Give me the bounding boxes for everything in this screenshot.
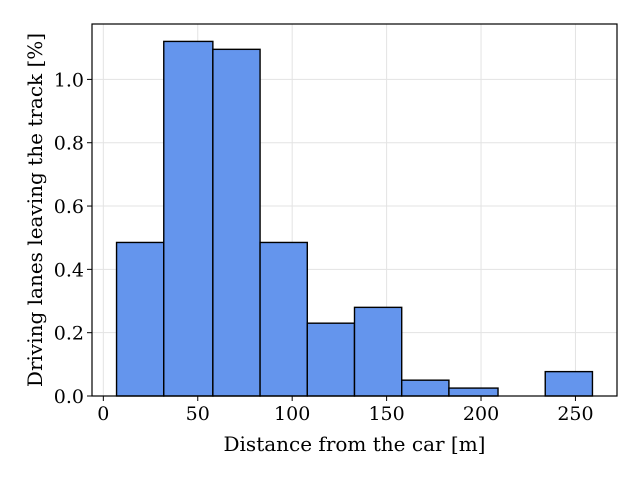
y-tick-label: 0.6 bbox=[54, 196, 84, 218]
histogram-bar-3 bbox=[212, 48, 261, 397]
histogram-bars bbox=[115, 40, 594, 397]
y-tick-label: 0.2 bbox=[54, 323, 84, 345]
histogram-bar-2 bbox=[163, 40, 214, 397]
histogram-bar-10 bbox=[544, 370, 594, 397]
axis-ticks: 0 50 100 150 200 250 0.0 0.2 0.4 0.6 0.8 1.0 bbox=[54, 69, 594, 425]
plot-frame bbox=[91, 23, 618, 397]
histogram-bar-4 bbox=[259, 241, 308, 397]
y-tick-label: 0.4 bbox=[54, 259, 84, 281]
x-tick-label: 150 bbox=[368, 403, 404, 425]
histogram-bar-8 bbox=[448, 387, 499, 397]
histogram-bar-5 bbox=[306, 322, 356, 397]
histogram-bar-7 bbox=[401, 379, 450, 397]
x-tick-label: 250 bbox=[557, 403, 593, 425]
histogram-bar-1 bbox=[115, 241, 165, 397]
x-tick-label: 100 bbox=[274, 403, 310, 425]
x-tick-label: 50 bbox=[186, 403, 210, 425]
y-tick-label: 1.0 bbox=[54, 69, 84, 91]
histogram-bar-6 bbox=[353, 306, 403, 397]
y-tick-label: 0.0 bbox=[54, 386, 84, 408]
x-axis-label: Distance from the car [m] bbox=[224, 432, 486, 456]
y-axis-label: Driving lanes leaving the track [%] bbox=[23, 33, 47, 387]
x-tick-label: 0 bbox=[97, 403, 109, 425]
y-tick-label: 0.8 bbox=[54, 133, 84, 155]
x-tick-label: 200 bbox=[463, 403, 499, 425]
